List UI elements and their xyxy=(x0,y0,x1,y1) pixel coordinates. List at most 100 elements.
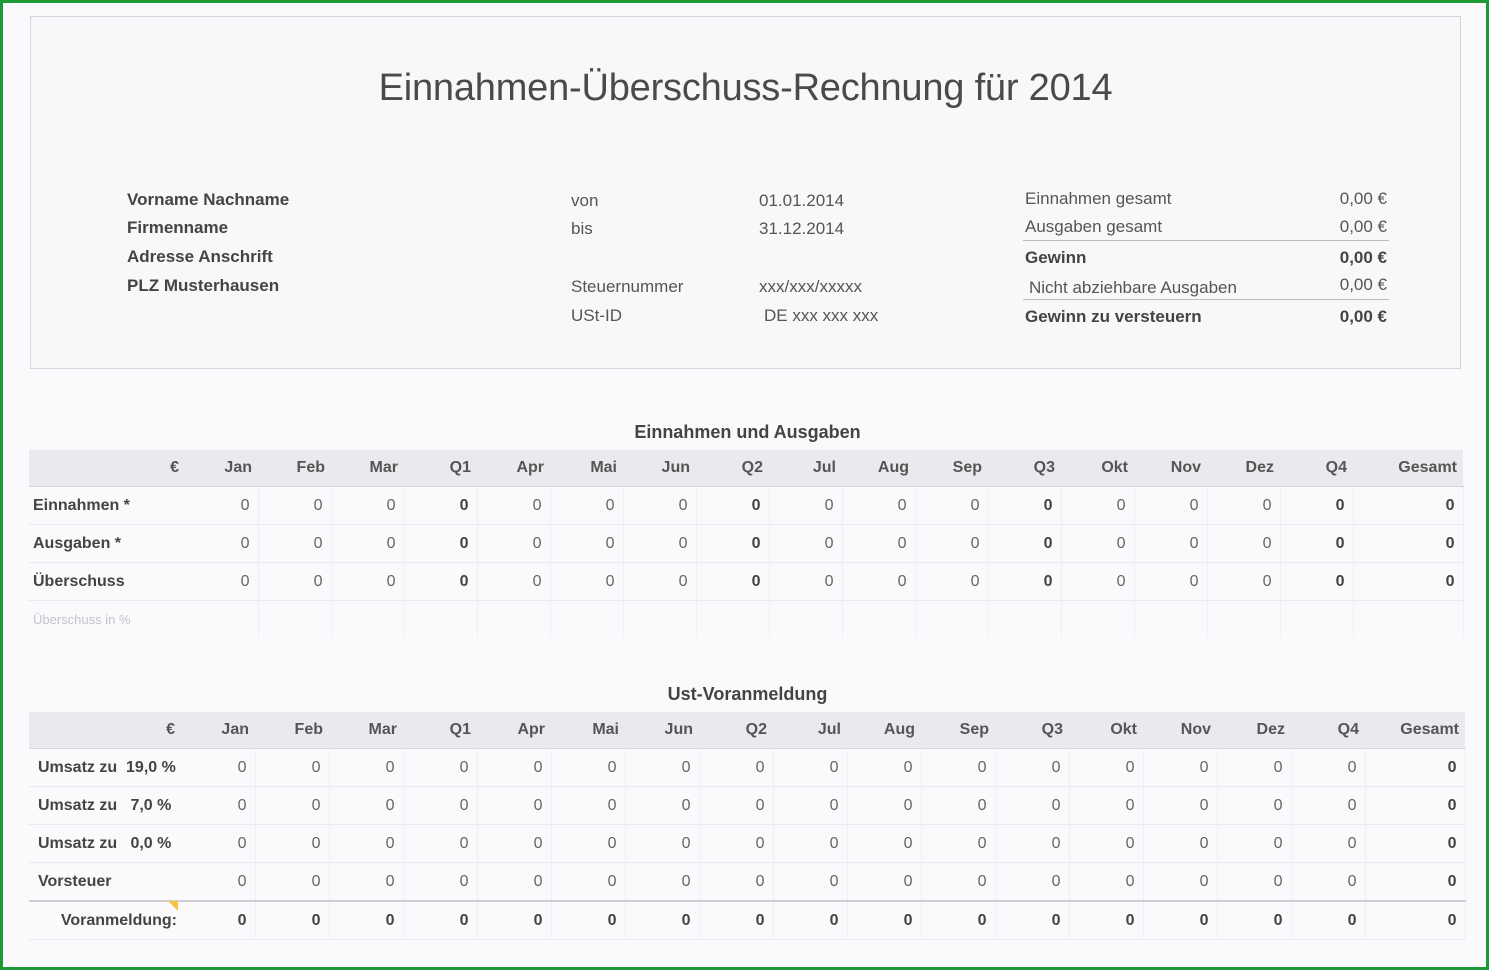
cell-q4: 0 xyxy=(1291,862,1366,902)
cell-feb[interactable]: 0 xyxy=(258,524,332,563)
column-header-sep: Sep xyxy=(915,450,988,487)
cell-dez[interactable]: 0 xyxy=(1217,786,1292,825)
cell-jul[interactable]: 0 xyxy=(773,824,848,863)
cell-dez[interactable]: 0 xyxy=(1217,824,1292,863)
cell-mar[interactable]: 0 xyxy=(329,862,404,902)
cell-mai[interactable]: 0 xyxy=(550,524,624,563)
cell-sep[interactable]: 0 xyxy=(915,486,989,525)
cell-nov[interactable]: 0 xyxy=(1143,862,1218,902)
cell-nov[interactable]: 0 xyxy=(1134,562,1208,601)
cell-mar[interactable]: 0 xyxy=(331,562,405,601)
cell-jun[interactable]: 0 xyxy=(623,486,697,525)
cell-mai[interactable]: 0 xyxy=(550,562,624,601)
cell-sep[interactable]: 0 xyxy=(915,524,989,563)
cell-aug[interactable]: 0 xyxy=(842,486,916,525)
cell-jul[interactable]: 0 xyxy=(769,524,843,563)
cell-mar[interactable]: 0 xyxy=(329,748,404,787)
cell-nov[interactable]: 0 xyxy=(1134,486,1208,525)
cell-q4: 0 xyxy=(1291,748,1366,787)
cell-okt[interactable]: 0 xyxy=(1061,486,1135,525)
bis-value[interactable]: 31.12.2014 xyxy=(759,219,845,238)
cell-apr[interactable]: 0 xyxy=(477,786,552,825)
cell-feb[interactable]: 0 xyxy=(255,824,330,863)
cell-feb[interactable]: 0 xyxy=(255,862,330,902)
cell-nov[interactable]: 0 xyxy=(1143,748,1218,787)
cell-aug[interactable]: 0 xyxy=(847,748,922,787)
cell-nov[interactable]: 0 xyxy=(1143,824,1218,863)
cell-aug[interactable]: 0 xyxy=(842,562,916,601)
cell-q3: 0 xyxy=(995,786,1070,825)
cell-mar[interactable]: 0 xyxy=(331,486,405,525)
cell-nov[interactable]: 0 xyxy=(1134,524,1208,563)
cell-aug[interactable]: 0 xyxy=(847,824,922,863)
cell-okt[interactable]: 0 xyxy=(1069,824,1144,863)
cell-jun[interactable]: 0 xyxy=(625,786,700,825)
cell-aug[interactable]: 0 xyxy=(847,786,922,825)
cell-dez[interactable]: 0 xyxy=(1207,562,1281,601)
cell-mar[interactable]: 0 xyxy=(331,524,405,563)
von-value[interactable]: 01.01.2014 xyxy=(759,191,845,210)
cell-dez[interactable]: 0 xyxy=(1207,486,1281,525)
ustid-value[interactable]: DE xxx xxx xxx xyxy=(764,306,879,325)
cell-okt[interactable]: 0 xyxy=(1061,524,1135,563)
comment-marker-icon[interactable] xyxy=(168,901,178,911)
cell-jul[interactable]: 0 xyxy=(773,862,848,902)
cell-sep[interactable]: 0 xyxy=(921,748,996,787)
cell-jul[interactable]: 0 xyxy=(769,562,843,601)
cell-feb[interactable]: 0 xyxy=(255,786,330,825)
cell-jan[interactable]: 0 xyxy=(181,786,256,825)
cell-sep[interactable]: 0 xyxy=(915,562,989,601)
cell-okt[interactable]: 0 xyxy=(1069,862,1144,902)
cell-sep[interactable]: 0 xyxy=(921,824,996,863)
ustid-label: USt-ID xyxy=(571,306,622,325)
cell-jul[interactable]: 0 xyxy=(773,786,848,825)
cell-jun[interactable]: 0 xyxy=(625,862,700,902)
cell-mar[interactable]: 0 xyxy=(329,786,404,825)
cell-sep[interactable]: 0 xyxy=(921,862,996,902)
cell-apr[interactable]: 0 xyxy=(477,562,551,601)
cell-jul[interactable]: 0 xyxy=(773,748,848,787)
cell-mai[interactable]: 0 xyxy=(551,824,626,863)
cell-apr[interactable]: 0 xyxy=(477,486,551,525)
cell-q2: 0 xyxy=(696,524,770,563)
cell-aug[interactable]: 0 xyxy=(842,524,916,563)
cell-feb[interactable]: 0 xyxy=(258,562,332,601)
cell-dez[interactable]: 0 xyxy=(1207,524,1281,563)
cell-apr[interactable]: 0 xyxy=(477,824,552,863)
cell-mai[interactable]: 0 xyxy=(550,486,624,525)
cell-dez[interactable]: 0 xyxy=(1217,862,1292,902)
cell-jan[interactable]: 0 xyxy=(181,824,256,863)
cell-okt[interactable]: 0 xyxy=(1061,562,1135,601)
cell-sep[interactable]: 0 xyxy=(921,786,996,825)
cell-apr[interactable]: 0 xyxy=(477,748,552,787)
nicht-abziehbare-value[interactable]: 0,00 € xyxy=(1339,275,1387,294)
cell-jul[interactable]: 0 xyxy=(769,486,843,525)
cell-jan[interactable]: 0 xyxy=(185,562,259,601)
cell-apr[interactable]: 0 xyxy=(477,524,551,563)
cell-mai[interactable]: 0 xyxy=(551,786,626,825)
currency-header: € xyxy=(29,450,185,487)
cell-okt[interactable]: 0 xyxy=(1069,786,1144,825)
cell-jan[interactable]: 0 xyxy=(181,862,256,902)
cell-dez[interactable]: 0 xyxy=(1217,748,1292,787)
column-header-apr: Apr xyxy=(477,712,551,749)
percent-cell xyxy=(1280,600,1354,637)
cell-feb[interactable]: 0 xyxy=(258,486,332,525)
cell-nov[interactable]: 0 xyxy=(1143,786,1218,825)
cell-mai[interactable]: 0 xyxy=(551,862,626,902)
cell-jan[interactable]: 0 xyxy=(185,524,259,563)
cell-aug[interactable]: 0 xyxy=(847,862,922,902)
cell-jun[interactable]: 0 xyxy=(625,824,700,863)
cell-jun[interactable]: 0 xyxy=(623,524,697,563)
cell-mai[interactable]: 0 xyxy=(551,748,626,787)
cell-feb[interactable]: 0 xyxy=(255,748,330,787)
cell-apr[interactable]: 0 xyxy=(477,862,552,902)
ausgaben-gesamt-value: 0,00 € xyxy=(1339,217,1387,236)
steuernummer-value[interactable]: xxx/xxx/xxxxx xyxy=(759,277,862,296)
cell-jan[interactable]: 0 xyxy=(185,486,259,525)
cell-jan[interactable]: 0 xyxy=(181,748,256,787)
cell-mar[interactable]: 0 xyxy=(329,824,404,863)
cell-jun[interactable]: 0 xyxy=(623,562,697,601)
cell-okt[interactable]: 0 xyxy=(1069,748,1144,787)
cell-jun[interactable]: 0 xyxy=(625,748,700,787)
